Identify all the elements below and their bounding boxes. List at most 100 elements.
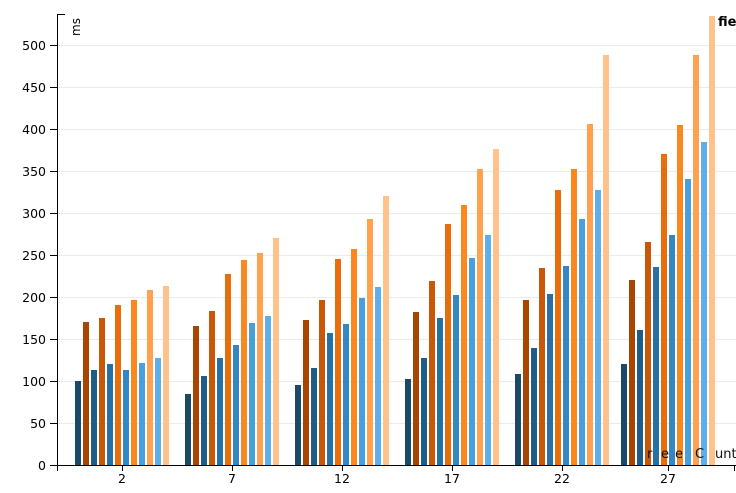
- x-axis-title-fragment-4: C: [695, 447, 705, 462]
- y-tick-300: [50, 213, 57, 214]
- bar-blue-shade-3-x17: [436, 318, 443, 465]
- bar-blue-shade-5-x17: [468, 257, 475, 465]
- bar-orange-shade-4-x12: [350, 249, 357, 465]
- y-axis-end-tick: [57, 14, 65, 15]
- bar-blue-shade-3-x7: [216, 357, 223, 465]
- bar-blue-shade-6-x17: [484, 234, 491, 465]
- y-tick-label-200: 200: [22, 290, 46, 305]
- bar-blue-shade-2-x2: [90, 370, 97, 465]
- bar-orange-shade-5-x17: [476, 169, 483, 465]
- bar-orange-shade-1-x17: [412, 312, 419, 465]
- bar-blue-shade-3-x27: [652, 266, 659, 465]
- y-tick-label-250: 250: [22, 248, 46, 263]
- bar-blue-shade-5-x2: [138, 362, 145, 465]
- gridline-350: [57, 171, 736, 172]
- bar-blue-shade-2-x12: [310, 367, 317, 465]
- bar-blue-shade-5-x7: [248, 323, 255, 465]
- bar-orange-shade-2-x2: [98, 318, 105, 465]
- bar-blue-shade-1-x2: [74, 381, 81, 465]
- bar-orange-shade-1-x7: [192, 326, 199, 465]
- bar-orange-shade-4-x7: [240, 260, 247, 465]
- bar-orange-shade-5-x22: [586, 124, 593, 465]
- y-tick-150: [50, 339, 57, 340]
- x-tick-label-7: 7: [228, 471, 236, 486]
- bar-blue-shade-2-x7: [200, 376, 207, 465]
- bar-blue-shade-6-x22: [594, 189, 601, 465]
- bar-orange-shade-3-x7: [224, 273, 231, 465]
- bar-orange-shade-6-x2: [162, 286, 169, 465]
- y-tick-350: [50, 171, 57, 172]
- y-tick-label-0: 0: [38, 458, 46, 473]
- y-tick-0: [50, 465, 57, 466]
- bar-blue-shade-3-x12: [326, 333, 333, 465]
- x-tick-2: [122, 465, 123, 471]
- x-tick-label-27: 27: [660, 471, 676, 486]
- bar-orange-shade-6-x12: [382, 196, 389, 465]
- y-tick-50: [50, 423, 57, 424]
- bar-orange-shade-6-x17: [492, 149, 499, 465]
- gridline-450: [57, 87, 736, 88]
- bar-blue-shade-6-x12: [374, 286, 381, 465]
- bar-blue-shade-4-x2: [122, 370, 129, 465]
- y-axis-line: [57, 14, 58, 471]
- bar-orange-shade-3-x12: [334, 259, 341, 465]
- gridline-300: [57, 213, 736, 214]
- bar-blue-shade-5-x27: [684, 179, 691, 465]
- bar-orange-shade-5-x12: [366, 218, 373, 465]
- bar-orange-shade-3-x2: [114, 305, 121, 465]
- bar-blue-shade-4-x17: [452, 294, 459, 465]
- bar-orange-shade-4-x2: [130, 300, 137, 465]
- bar-orange-shade-6-x7: [272, 238, 279, 465]
- gridline-200: [57, 297, 736, 298]
- y-tick-450: [50, 87, 57, 88]
- bar-orange-shade-6-x27: [708, 15, 715, 465]
- bar-blue-shade-2-x22: [530, 348, 537, 465]
- bar-blue-shade-3-x2: [106, 364, 113, 465]
- bar-blue-shade-1-x12: [294, 385, 301, 465]
- y-axis-title: ms: [69, 18, 83, 36]
- bar-blue-shade-2-x17: [420, 358, 427, 465]
- y-tick-400: [50, 129, 57, 130]
- bar-blue-shade-4-x12: [342, 323, 349, 465]
- x-tick-label-12: 12: [334, 471, 350, 486]
- gridline-100: [57, 381, 736, 382]
- bar-orange-shade-4-x22: [570, 168, 577, 465]
- bar-orange-shade-2-x22: [538, 268, 545, 465]
- bar-orange-shade-1-x12: [302, 319, 309, 465]
- bar-orange-shade-2-x7: [208, 311, 215, 465]
- bar-blue-shade-4-x7: [232, 344, 239, 465]
- y-tick-100: [50, 381, 57, 382]
- x-tick-label-2: 2: [118, 471, 126, 486]
- x-axis-end-tick: [734, 465, 735, 471]
- y-tick-label-450: 450: [22, 80, 46, 95]
- y-tick-500: [50, 45, 57, 46]
- gridline-400: [57, 129, 736, 130]
- x-tick-7: [232, 465, 233, 471]
- x-tick-label-17: 17: [444, 471, 460, 486]
- gridline-150: [57, 339, 736, 340]
- gridline-50: [57, 423, 736, 424]
- bar-blue-shade-1-x22: [514, 374, 521, 465]
- x-tick-12: [342, 465, 343, 471]
- bar-blue-shade-2-x27: [636, 329, 643, 465]
- x-axis-title-fragment-1: r: [647, 447, 653, 462]
- bar-blue-shade-1-x17: [404, 379, 411, 465]
- gridline-250: [57, 255, 736, 256]
- y-tick-label-50: 50: [30, 416, 46, 431]
- y-tick-250: [50, 255, 57, 256]
- x-tick-22: [562, 465, 563, 471]
- bar-blue-shade-4-x27: [668, 234, 675, 465]
- bar-blue-shade-1-x7: [184, 394, 191, 465]
- bar-orange-shade-1-x22: [522, 300, 529, 465]
- bar-orange-shade-4-x17: [460, 204, 467, 465]
- bar-blue-shade-5-x22: [578, 218, 585, 465]
- y-tick-200: [50, 297, 57, 298]
- bar-orange-shade-5-x27: [692, 55, 699, 465]
- bar-blue-shade-1-x27: [620, 364, 627, 465]
- bar-orange-shade-3-x22: [554, 189, 561, 465]
- x-axis-title-fragment-2: e: [661, 447, 669, 462]
- bar-orange-shade-4-x27: [676, 124, 683, 465]
- bar-orange-shade-2-x12: [318, 300, 325, 465]
- x-axis-title-fragment-3: e: [675, 447, 683, 462]
